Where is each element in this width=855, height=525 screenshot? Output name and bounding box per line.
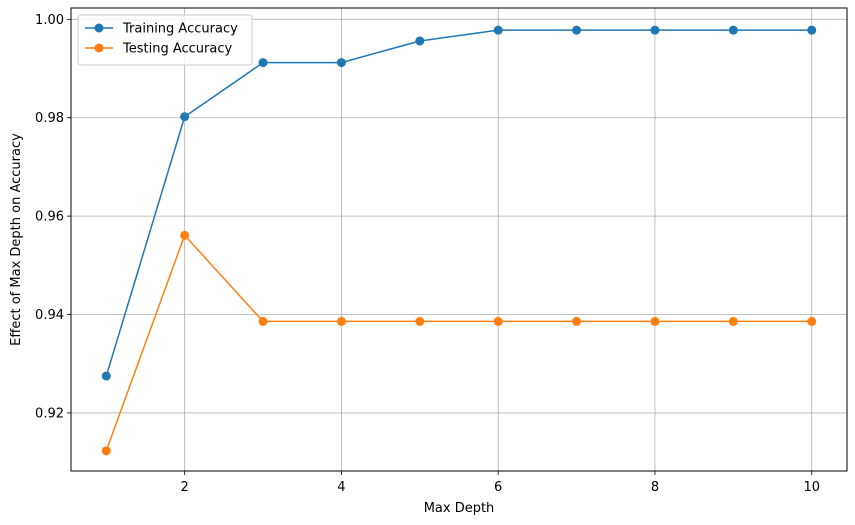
series-layer xyxy=(101,25,817,456)
series-line-testing xyxy=(105,234,812,452)
x-tick-label: 4 xyxy=(337,480,345,495)
legend-marker-testing xyxy=(94,43,104,53)
x-tick-label: 2 xyxy=(181,480,189,495)
data-point-training xyxy=(180,112,190,122)
grid-lines xyxy=(71,8,847,471)
y-tick-label: 0.94 xyxy=(35,308,64,323)
x-tick-label: 10 xyxy=(803,480,820,495)
data-point-testing xyxy=(415,316,425,326)
data-point-training xyxy=(336,58,346,68)
data-point-testing xyxy=(101,446,111,456)
x-axis-title: Max Depth xyxy=(424,501,495,516)
data-point-training xyxy=(415,36,425,46)
data-point-training xyxy=(728,25,738,35)
y-tick-label: 1.00 xyxy=(35,13,64,28)
data-point-training xyxy=(101,371,111,381)
legend: Training Accuracy Testing Accuracy xyxy=(77,14,253,66)
x-tick-label: 8 xyxy=(651,480,659,495)
y-tick-label: 0.92 xyxy=(35,406,64,421)
data-point-training xyxy=(650,25,660,35)
data-point-testing xyxy=(336,316,346,326)
plot-frame xyxy=(70,7,848,472)
legend-label-testing: Testing Accuracy xyxy=(122,42,232,57)
data-point-testing xyxy=(180,230,190,240)
data-point-training xyxy=(572,25,582,35)
series-line-training xyxy=(105,29,812,377)
legend-label-training: Training Accuracy xyxy=(122,22,238,37)
data-point-training xyxy=(807,25,817,35)
legend-box xyxy=(77,14,253,66)
data-point-testing xyxy=(807,316,817,326)
data-point-testing xyxy=(572,316,582,326)
data-point-testing xyxy=(650,316,660,326)
y-tick-label: 0.96 xyxy=(35,210,64,225)
data-point-training xyxy=(258,58,268,68)
data-point-training xyxy=(493,25,503,35)
data-point-testing xyxy=(258,316,268,326)
y-axis-title: Effect of Max Depth on Accuracy xyxy=(9,133,24,346)
data-point-testing xyxy=(728,316,738,326)
y-tick-label: 0.98 xyxy=(35,111,64,126)
axis-ticks: 2 4 6 8 10 0.92 0.94 0.96 0.98 1.00 xyxy=(35,13,820,495)
x-tick-label: 6 xyxy=(494,480,502,495)
data-point-testing xyxy=(493,316,503,326)
legend-marker-training xyxy=(94,23,104,33)
